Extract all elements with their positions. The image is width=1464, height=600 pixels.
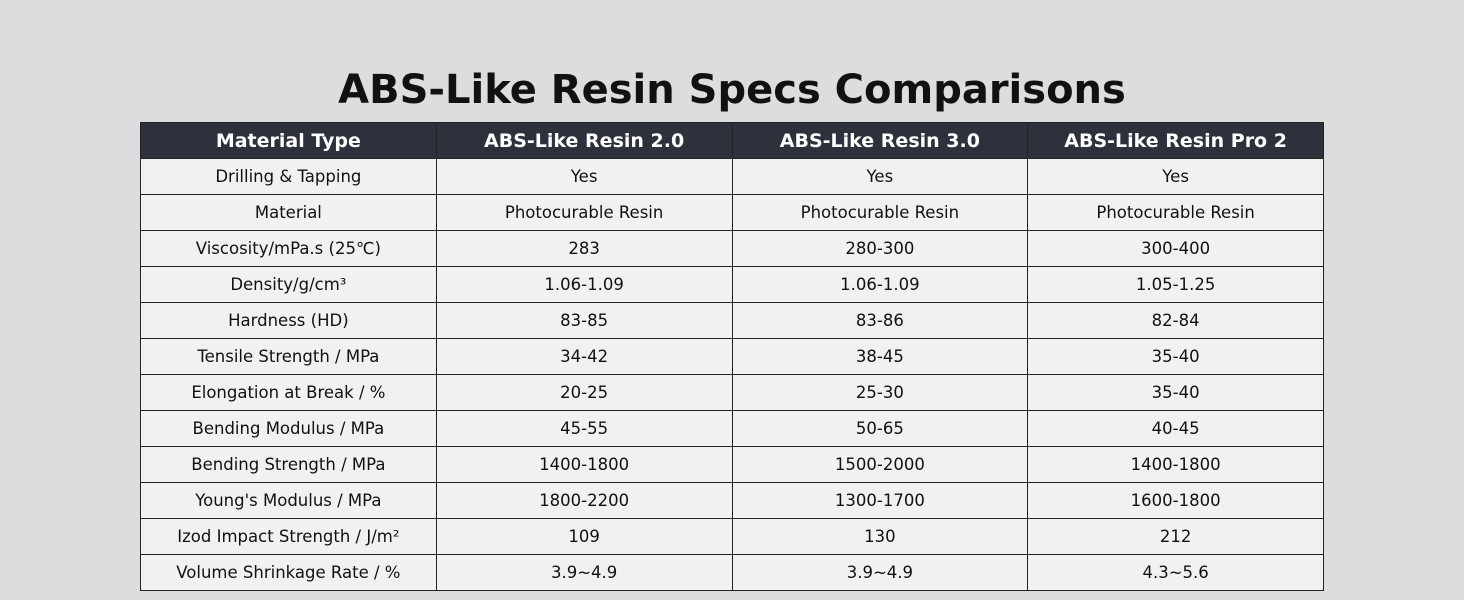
header-cell: ABS-Like Resin 2.0	[435, 122, 733, 159]
cell: 1600-1800	[1027, 482, 1324, 519]
row-label: Viscosity/mPa.s (25℃)	[140, 230, 437, 267]
table-row: Drilling & Tapping Yes Yes Yes	[140, 158, 1324, 195]
cell: 130	[731, 518, 1029, 555]
title: ABS-Like Resin Specs Comparisons	[338, 67, 1126, 113]
cell: 1.06-1.09	[731, 266, 1029, 303]
cell: 1400-1800	[1027, 446, 1324, 483]
cell: 1300-1700	[731, 482, 1029, 519]
table-row: Hardness (HD) 83-85 83-86 82-84	[140, 302, 1324, 339]
cell: 212	[1027, 518, 1324, 555]
row-label: Hardness (HD)	[140, 302, 437, 339]
table-row: Material Photocurable Resin Photocurable R…	[140, 194, 1324, 231]
table-row: Tensile Strength / MPa 34-42 38-45 35-40	[140, 338, 1324, 375]
cell: 34-42	[435, 338, 733, 375]
cell: Photocurable Resin	[731, 194, 1029, 231]
cell: Photocurable Resin	[435, 194, 733, 231]
cell: 20-25	[435, 374, 733, 411]
cell: Yes	[435, 158, 733, 195]
row-label: Volume Shrinkage Rate / %	[140, 554, 437, 591]
cell: 3.9~4.9	[731, 554, 1029, 591]
cell: Photocurable Resin	[1027, 194, 1324, 231]
table-row: Izod Impact Strength / J/m² 109 130 212	[140, 518, 1324, 555]
table-row: Viscosity/mPa.s (25℃) 283 280-300 300-400	[140, 230, 1324, 267]
cell: 38-45	[731, 338, 1029, 375]
row-label: Drilling & Tapping	[140, 158, 437, 195]
table-row: Bending Strength / MPa 1400-1800 1500-2000…	[140, 446, 1324, 483]
row-label: Material	[140, 194, 437, 231]
spec-table: Material Type ABS-Like Resin 2.0 ABS-Like …	[140, 122, 1324, 591]
header-cell: ABS-Like Resin 3.0	[731, 122, 1029, 159]
cell: 35-40	[1027, 374, 1324, 411]
cell: 1400-1800	[435, 446, 733, 483]
table-body: Drilling & Tapping Yes Yes Yes Material Photo…	[140, 158, 1324, 591]
cell: 1.06-1.09	[435, 266, 733, 303]
table-row: Density/g/cm³ 1.06-1.09 1.06-1.09 1.05-1.25	[140, 266, 1324, 303]
table-row: Young's Modulus / MPa 1800-2200 1300-1700 1…	[140, 482, 1324, 519]
cell: Yes	[731, 158, 1029, 195]
table-row: Volume Shrinkage Rate / % 3.9~4.9 3.9~4.9 4…	[140, 554, 1324, 591]
row-label: Elongation at Break / %	[140, 374, 437, 411]
cell: 300-400	[1027, 230, 1324, 267]
cell: 45-55	[435, 410, 733, 447]
cell: 25-30	[731, 374, 1029, 411]
row-label: Bending Strength / MPa	[140, 446, 437, 483]
header-row: Material Type ABS-Like Resin 2.0 ABS-Like …	[140, 122, 1324, 159]
header-cell: Material Type	[140, 122, 437, 159]
cell: 40-45	[1027, 410, 1324, 447]
cell: 3.9~4.9	[435, 554, 733, 591]
row-label: Density/g/cm³	[140, 266, 437, 303]
header-cell: ABS-Like Resin Pro 2	[1027, 122, 1324, 159]
cell: 4.3~5.6	[1027, 554, 1324, 591]
cell: 35-40	[1027, 338, 1324, 375]
cell: 50-65	[731, 410, 1029, 447]
row-label: Bending Modulus / MPa	[140, 410, 437, 447]
row-label: Young's Modulus / MPa	[140, 482, 437, 519]
row-label: Tensile Strength / MPa	[140, 338, 437, 375]
cell: 82-84	[1027, 302, 1324, 339]
cell: 283	[435, 230, 733, 267]
table-row: Elongation at Break / % 20-25 25-30 35-40	[140, 374, 1324, 411]
cell: 83-86	[731, 302, 1029, 339]
cell: Yes	[1027, 158, 1324, 195]
cell: 1800-2200	[435, 482, 733, 519]
cell: 109	[435, 518, 733, 555]
table-row: Bending Modulus / MPa 45-55 50-65 40-45	[140, 410, 1324, 447]
cell: 280-300	[731, 230, 1029, 267]
cell: 1500-2000	[731, 446, 1029, 483]
row-label: Izod Impact Strength / J/m²	[140, 518, 437, 555]
cell: 1.05-1.25	[1027, 266, 1324, 303]
cell: 83-85	[435, 302, 733, 339]
